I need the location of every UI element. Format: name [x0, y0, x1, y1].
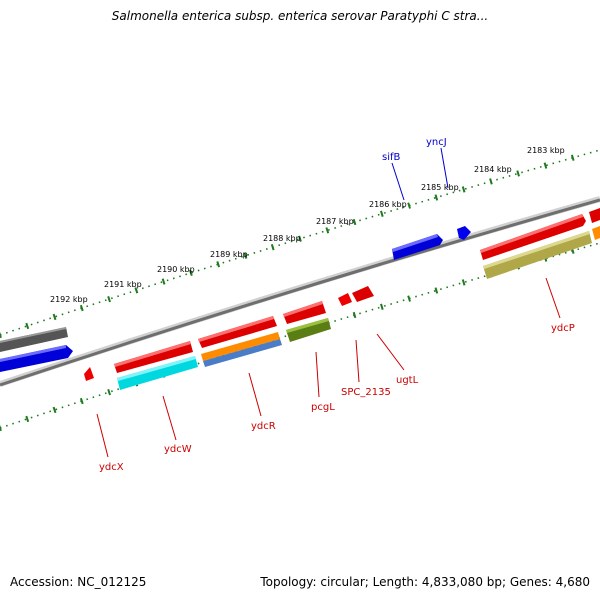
scale-tick	[52, 313, 57, 321]
gene-feature[interactable]	[592, 226, 600, 240]
scale-tick	[216, 261, 221, 268]
gene-feature[interactable]	[114, 341, 191, 367]
scale-tick	[489, 178, 493, 185]
kbp-label: 2189 kbp	[210, 250, 248, 259]
gene-feature[interactable]	[198, 316, 274, 342]
label-leaders	[96, 147, 561, 458]
scale-tick	[407, 295, 411, 302]
scale-tick	[0, 424, 2, 432]
outer-scale-ticks	[0, 154, 575, 339]
kbp-label: 2183 kbp	[527, 146, 565, 155]
scale-tick	[25, 322, 30, 330]
gene-feature[interactable]	[283, 301, 323, 317]
gene-feature[interactable]	[84, 367, 94, 381]
gene-feature[interactable]	[0, 345, 66, 362]
gene-label[interactable]: ugtL	[396, 375, 419, 386]
scale-tick	[461, 279, 466, 286]
inner-strand-genes	[84, 226, 600, 390]
leader-line	[545, 277, 561, 319]
scale-tick	[270, 244, 275, 251]
scale-tick	[380, 210, 384, 217]
kbp-label: 2184 kbp	[474, 165, 512, 174]
gene-feature[interactable]	[0, 345, 73, 372]
scale-tick	[407, 202, 411, 209]
gene-feature[interactable]	[203, 339, 282, 367]
kbp-label: 2190 kbp	[157, 265, 195, 274]
gene-feature[interactable]	[480, 214, 583, 253]
outer-strand-genes	[0, 208, 600, 372]
gene-label[interactable]: yncJ	[426, 137, 447, 148]
gene-feature[interactable]	[201, 332, 280, 361]
gene-label[interactable]: ydcW	[164, 444, 192, 455]
scale-tick	[79, 397, 84, 405]
gene-feature[interactable]	[0, 327, 68, 352]
gene-feature[interactable]	[483, 231, 590, 269]
kbp-label: 2188 kbp	[263, 234, 301, 243]
gene-label[interactable]: ydcX	[99, 462, 124, 473]
gene-labels: yncJ sifB ydcP ugtL SPC_2135 pcgL ydcR y…	[99, 137, 575, 473]
topology-summary: Topology: circular; Length: 4,833,080 bp…	[260, 575, 590, 589]
scale-tick	[107, 295, 111, 303]
scale-labels: 2183 kbp 2184 kbp 2185 kbp 2186 kbp 2187…	[50, 146, 565, 304]
scale-tick	[134, 287, 139, 294]
scale-tick	[161, 278, 166, 285]
gene-feature[interactable]	[480, 214, 586, 260]
scale-tick	[189, 269, 193, 277]
scale-tick	[434, 287, 439, 294]
scale-tick	[0, 331, 2, 339]
gene-feature[interactable]	[283, 301, 326, 324]
kbp-label: 2185 kbp	[421, 183, 459, 192]
gene-feature[interactable]	[392, 234, 443, 260]
scale-tick	[570, 154, 575, 161]
map-title: Salmonella enterica subsp. enterica sero…	[111, 9, 489, 23]
gene-feature[interactable]	[589, 208, 600, 223]
kbp-label: 2187 kbp	[316, 217, 354, 226]
leader-line	[355, 339, 360, 383]
leader-line	[162, 395, 177, 441]
outer-scale-arc	[0, 149, 600, 336]
scale-tick	[352, 218, 357, 226]
gene-feature[interactable]	[0, 327, 66, 343]
scale-tick	[380, 303, 384, 310]
leader-line	[391, 162, 405, 201]
leader-line	[376, 333, 405, 371]
scale-tick	[25, 415, 30, 423]
scale-tick	[461, 186, 466, 193]
scale-tick	[325, 227, 330, 234]
leader-line	[315, 351, 320, 398]
leader-line	[96, 413, 109, 458]
scale-tick	[434, 194, 439, 201]
gene-feature[interactable]	[483, 231, 592, 279]
kbp-label: 2186 kbp	[369, 200, 407, 209]
gene-feature[interactable]	[286, 318, 331, 342]
gene-label[interactable]: ydcP	[551, 323, 575, 334]
scale-tick	[52, 406, 57, 414]
gene-label[interactable]: SPC_2135	[341, 387, 391, 398]
gene-feature[interactable]	[457, 226, 471, 240]
gene-feature[interactable]	[117, 356, 198, 390]
scale-tick	[352, 311, 357, 319]
kbp-label: 2192 kbp	[50, 295, 88, 304]
gene-feature[interactable]	[286, 318, 329, 333]
kbp-label: 2191 kbp	[104, 280, 142, 289]
gene-feature[interactable]	[352, 286, 374, 302]
scale-tick	[298, 235, 302, 242]
scale-tick	[243, 252, 248, 259]
scale-tick	[516, 170, 520, 177]
scale-tick	[107, 388, 111, 396]
leader-line	[248, 372, 262, 417]
scale-tick	[79, 304, 84, 312]
gene-feature[interactable]	[392, 234, 438, 252]
accession-label: Accession: NC_012125	[10, 575, 147, 589]
gene-label[interactable]: sifB	[382, 152, 401, 163]
scale-tick	[543, 162, 548, 169]
gene-label[interactable]: ydcR	[251, 421, 276, 432]
gene-feature[interactable]	[338, 293, 352, 306]
gene-feature[interactable]	[117, 356, 196, 381]
gene-label[interactable]: pcgL	[311, 402, 335, 413]
genome-backbone-shade	[0, 198, 600, 387]
leader-line	[440, 147, 449, 189]
